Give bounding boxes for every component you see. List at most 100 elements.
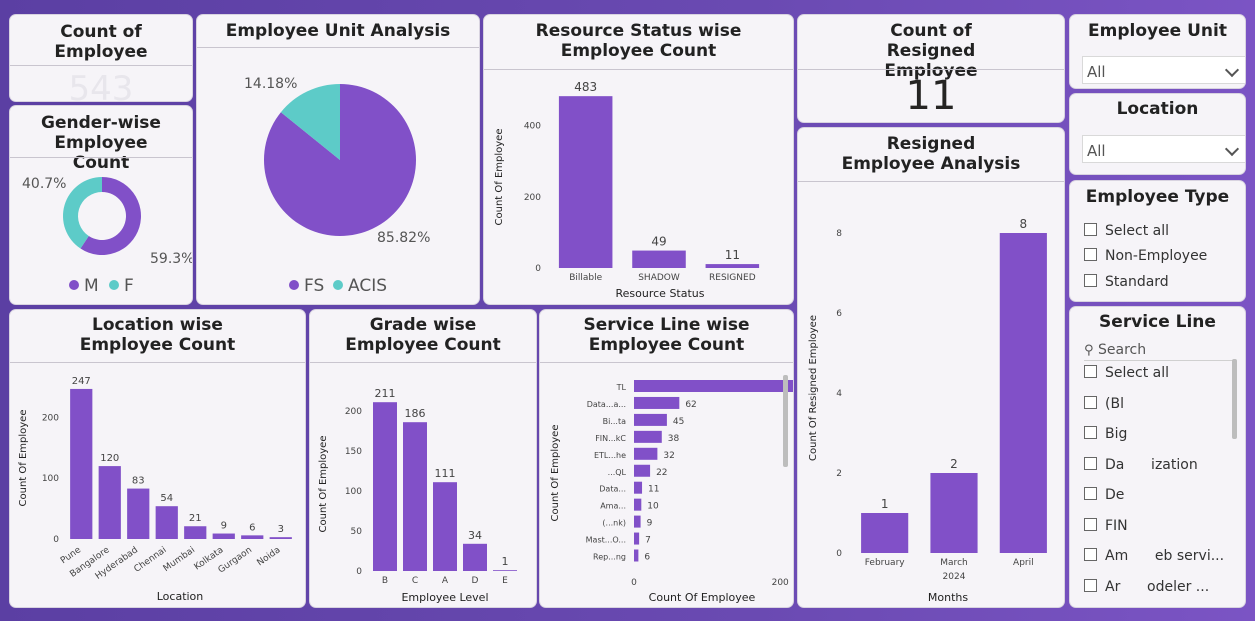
data-label: 34 (468, 529, 482, 542)
type-option[interactable]: Standard (1084, 274, 1169, 292)
data-label: 1 (502, 555, 509, 568)
checkbox-icon[interactable] (1084, 223, 1097, 236)
checkbox-icon[interactable] (1084, 426, 1097, 439)
location-dropdown[interactable]: All (1082, 135, 1245, 163)
bar (930, 473, 978, 553)
x-tick-label: C (412, 576, 418, 586)
checkbox-icon[interactable] (1084, 365, 1097, 378)
unit-dropdown[interactable]: All (1082, 56, 1245, 84)
bar (634, 481, 643, 494)
location-slicer[interactable]: Location All (1069, 93, 1246, 175)
checkbox-icon[interactable] (1084, 518, 1097, 531)
pie-slice (264, 84, 417, 237)
service-option[interactable]: Big (1084, 426, 1127, 444)
bar (634, 447, 658, 460)
y-tick-label: 200 (345, 407, 362, 417)
checkbox-icon[interactable] (1084, 579, 1097, 592)
data-label: 6 (249, 522, 255, 533)
gender-chart-card[interactable]: Gender-wise Employee Count 59.3% 40.7% M F (9, 105, 193, 305)
service-chart-scrollbar[interactable] (783, 375, 788, 467)
y-tick-label: 2 (836, 469, 842, 479)
service-option[interactable]: Ar odeler ... (1084, 579, 1209, 597)
checkbox-icon[interactable] (1084, 548, 1097, 561)
x-tick-label: Billable (569, 273, 602, 283)
checkbox-icon[interactable] (1084, 274, 1097, 287)
checkbox-icon[interactable] (1084, 396, 1097, 409)
data-label: 120 (100, 453, 119, 464)
data-label: 49 (651, 235, 666, 249)
service-search[interactable]: ⚲ Search (1084, 342, 1234, 361)
x-tick-label: B (382, 576, 388, 586)
status-chart-title: Resource Status wise Employee Count (535, 21, 742, 61)
grade-chart-card[interactable]: Grade wise Employee Count 0 50 100 150 200 21… (309, 309, 537, 608)
checkbox-icon[interactable] (1084, 248, 1097, 261)
service-option[interactable]: FIN (1084, 518, 1128, 536)
legend-label: ACIS (348, 276, 387, 296)
x-tick-label: E (502, 576, 508, 586)
data-label: 54 (160, 493, 173, 504)
checkbox-icon[interactable] (1084, 487, 1097, 500)
unit-chart-card[interactable]: Employee Unit Analysis 85.82% 14.18% FS ACI… (196, 14, 480, 305)
bar (70, 388, 93, 539)
x-axis-title: Employee Level (401, 591, 488, 604)
bar (634, 396, 680, 409)
x-tick-label: 200 (772, 578, 789, 588)
y-tick-label: 100 (42, 474, 59, 484)
x-axis-title: Months (928, 591, 968, 604)
unit-pie: 85.82% 14.18% FS ACIS (244, 76, 430, 296)
data-label: 9 (647, 519, 653, 529)
y-tick-label: 200 (42, 413, 59, 423)
x-tick-label: SHADOW (638, 273, 680, 283)
service-chart-card[interactable]: Service Line wise Employee Count 269TL62… (539, 309, 794, 608)
data-label: 1 (881, 497, 889, 511)
y-tick-label: 200 (524, 193, 541, 203)
data-label: 32 (663, 451, 674, 461)
service-option[interactable]: Am eb servi... (1084, 548, 1224, 566)
unit-slicer[interactable]: Employee Unit All (1069, 14, 1246, 89)
service-search-input[interactable]: Search (1097, 342, 1147, 358)
status-chart-card[interactable]: Resource Status wise Employee Count 0 200… (483, 14, 794, 305)
y-tick-label: 0 (836, 549, 842, 559)
bar (433, 482, 457, 571)
pie-slice (280, 84, 340, 160)
service-option[interactable]: (Bl (1084, 396, 1124, 414)
resigned-chart-card[interactable]: Resigned Employee Analysis 0 2 4 6 8 1 Februar… (797, 127, 1065, 608)
data-label: 247 (72, 376, 91, 387)
data-label: 483 (574, 80, 597, 94)
status-bar-chart: 0 200 400 483 Billable 49 SHADOW 11 RESIGNED Reso… (494, 80, 760, 300)
x-tick-label: February (865, 558, 906, 568)
y-tick-label: ...QL (608, 468, 627, 477)
y-axis-title: Count Of Resigned Employee (808, 315, 819, 461)
y-tick-label: Rep...ng (593, 553, 626, 562)
bar (634, 430, 662, 443)
kpi-resigned-card[interactable]: Count of Resigned Employee 11 (797, 14, 1065, 123)
y-axis-title: Count Of Employee (550, 425, 561, 522)
bar (127, 488, 150, 539)
data-label: 111 (435, 467, 456, 480)
y-tick-label: ETL...he (594, 451, 626, 460)
service-option[interactable]: Select all (1084, 365, 1169, 383)
kpi-employee-card[interactable]: Count of Employee 543 (9, 14, 193, 102)
y-axis-title: Count Of Employee (318, 436, 329, 533)
data-label: 10 (647, 502, 659, 512)
service-slicer-scrollbar[interactable] (1232, 359, 1237, 439)
service-option[interactable]: Da ization (1084, 457, 1198, 475)
kpi-resigned-title: Count of Resigned Employee (884, 21, 978, 81)
y-tick-label: Data...a... (587, 400, 626, 409)
service-option[interactable]: De (1084, 487, 1124, 505)
type-option[interactable]: Non-Employee (1084, 248, 1207, 266)
y-tick-label: Ama... (600, 502, 626, 511)
type-option[interactable]: Select all (1084, 223, 1169, 241)
donut-slice (80, 177, 141, 255)
checkbox-icon[interactable] (1084, 457, 1097, 470)
data-label: 40.7% (22, 176, 66, 192)
search-icon: ⚲ (1084, 343, 1094, 358)
unit-dropdown-value: All (1087, 63, 1106, 81)
legend-marker (333, 280, 343, 290)
type-slicer[interactable]: Employee Type Select all Non-Employee St… (1069, 180, 1246, 302)
location-chart-card[interactable]: Location wise Employee Count 0 100 200 247 P… (9, 309, 306, 608)
location-slicer-title: Location (1116, 99, 1199, 119)
y-tick-label: 50 (351, 527, 363, 537)
service-slicer[interactable]: Service Line ⚲ Search Select all (Bl Big… (1069, 306, 1246, 608)
location-bar-chart: 0100200247Pune120Bangalore83Hyderabad54C… (18, 376, 292, 603)
